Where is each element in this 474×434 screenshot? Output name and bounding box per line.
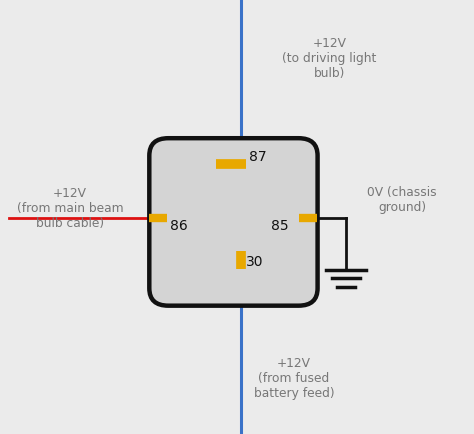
Text: 86: 86 xyxy=(170,219,187,233)
Text: +12V
(from main beam
bulb cable): +12V (from main beam bulb cable) xyxy=(17,187,123,230)
Text: 30: 30 xyxy=(246,254,263,268)
FancyBboxPatch shape xyxy=(149,139,318,306)
Text: 87: 87 xyxy=(249,150,266,164)
Text: +12V
(to driving light
bulb): +12V (to driving light bulb) xyxy=(282,37,377,80)
Text: 85: 85 xyxy=(271,219,289,233)
Text: +12V
(from fused
battery feed): +12V (from fused battery feed) xyxy=(254,356,334,399)
Text: 0V (chassis
ground): 0V (chassis ground) xyxy=(367,186,437,214)
